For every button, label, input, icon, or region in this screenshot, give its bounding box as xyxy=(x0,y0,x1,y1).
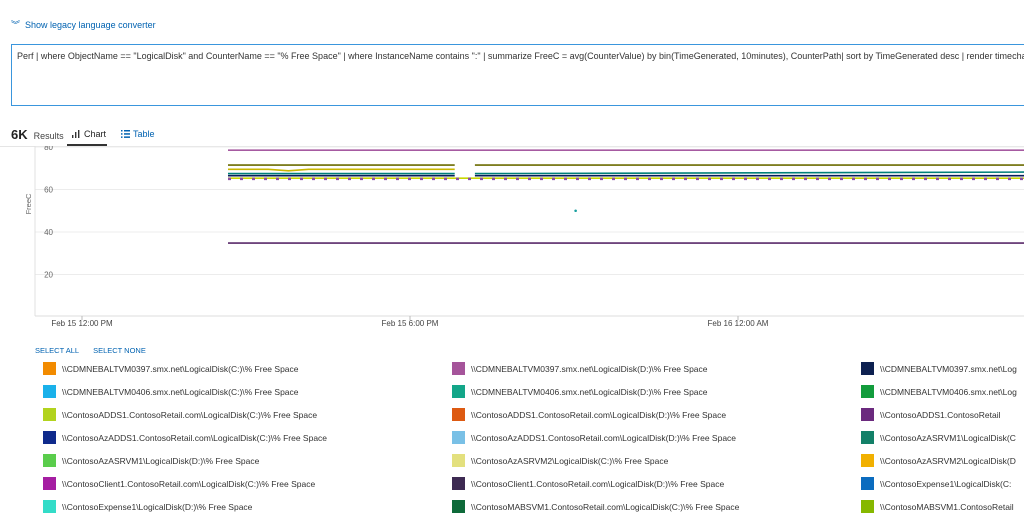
legend-label: \\ContosoMABSVM1.ContosoRetail.com\Logic… xyxy=(471,501,740,512)
y-tick-label: 40 xyxy=(44,228,53,237)
legend-swatch xyxy=(452,454,465,467)
select-all-link[interactable]: SELECT ALL xyxy=(35,346,80,355)
legend-item[interactable]: \\ContosoAzASRVM2\LogicalDisk(C:)\% Free… xyxy=(452,454,668,467)
legend-item[interactable]: \\ContosoAzADDS1.ContosoRetail.com\Logic… xyxy=(452,431,736,444)
legend-label: \\ContosoAzASRVM2\LogicalDisk(C:)\% Free… xyxy=(471,455,669,466)
legend-swatch xyxy=(861,362,874,375)
legend-label: \\ContosoAzASRVM1\LogicalDisk(C xyxy=(880,432,1016,443)
legend-item[interactable]: \\CDMNEBALTVM0406.smx.net\Log xyxy=(861,385,1017,398)
x-tick-label: Feb 15 6:00 PM xyxy=(382,319,439,328)
table-icon xyxy=(121,130,130,138)
legend-item[interactable]: \\CDMNEBALTVM0397.smx.net\Log xyxy=(861,362,1017,375)
legend-label: \\ContosoClient1.ContosoRetail.com\Logic… xyxy=(62,478,316,489)
legend-item[interactable]: \\ContosoADDS1.ContosoRetail.com\Logical… xyxy=(43,408,317,421)
tab-chart-label: Chart xyxy=(84,129,107,139)
legend-column: \\CDMNEBALTVM0397.smx.net\Log \\CDMNEBALT… xyxy=(861,360,1024,526)
legend-label: \\ContosoADDS1.ContosoRetail.com\Logical… xyxy=(471,409,727,420)
legend-item[interactable]: \\ContosoADDS1.ContosoRetail.com\Logical… xyxy=(452,408,726,421)
legend-column: \\CDMNEBALTVM0397.smx.net\LogicalDisk(C:… xyxy=(43,360,443,526)
legend-label: \\ContosoAzADDS1.ContosoRetail.com\Logic… xyxy=(471,432,737,443)
series-line xyxy=(228,168,455,172)
legend-label: \\ContosoADDS1.ContosoRetail xyxy=(880,409,1001,420)
legend-swatch xyxy=(43,454,56,467)
legend-swatch xyxy=(452,385,465,398)
y-tick-label: 20 xyxy=(44,271,53,280)
legend-label: \\CDMNEBALTVM0397.smx.net\Log xyxy=(880,363,1017,374)
legend-label: \\ContosoAzADDS1.ContosoRetail.com\Logic… xyxy=(62,432,328,443)
chart-legend: \\CDMNEBALTVM0397.smx.net\LogicalDisk(C:… xyxy=(0,360,1024,526)
legend-item[interactable]: \\ContosoClient1.ContosoRetail.com\Logic… xyxy=(452,477,724,490)
legend-swatch xyxy=(861,477,874,490)
tab-table-label: Table xyxy=(133,129,155,139)
legend-label: \\CDMNEBALTVM0406.smx.net\LogicalDisk(C:… xyxy=(62,386,299,397)
legend-swatch xyxy=(452,362,465,375)
tab-table[interactable]: Table xyxy=(121,129,155,139)
legend-item[interactable]: \\ContosoExpense1\LogicalDisk(D:)\% Free… xyxy=(43,500,252,513)
legacy-converter-toggle[interactable]: ︾ Show legacy language converter xyxy=(11,20,156,30)
legend-item[interactable]: \\ContosoAzASRVM1\LogicalDisk(D:)\% Free… xyxy=(43,454,259,467)
legend-item[interactable]: \\CDMNEBALTVM0406.smx.net\LogicalDisk(D:… xyxy=(452,385,708,398)
legend-item[interactable]: \\ContosoAzADDS1.ContosoRetail.com\Logic… xyxy=(43,431,327,444)
legend-swatch xyxy=(43,477,56,490)
legend-swatch xyxy=(43,362,56,375)
results-summary: 6K Results xyxy=(11,127,64,142)
legend-item[interactable]: \\ContosoADDS1.ContosoRetail xyxy=(861,408,1000,421)
results-label: Results xyxy=(33,131,64,141)
double-chevron-down-icon: ︾ xyxy=(11,19,21,30)
legend-swatch xyxy=(452,408,465,421)
legend-selection-links: SELECT ALL SELECT NONE xyxy=(35,346,146,355)
legend-column: \\CDMNEBALTVM0397.smx.net\LogicalDisk(D:… xyxy=(452,360,852,526)
legend-item[interactable]: \\ContosoAzASRVM2\LogicalDisk(D xyxy=(861,454,1016,467)
results-count: 6K xyxy=(11,127,28,142)
y-tick-label: 80 xyxy=(44,146,53,152)
legend-label: \\ContosoADDS1.ContosoRetail.com\Logical… xyxy=(62,409,318,420)
legend-label: \\ContosoMABSVM1.ContosoRetail xyxy=(880,501,1014,512)
legend-item[interactable]: \\ContosoMABSVM1.ContosoRetail.com\Logic… xyxy=(452,500,739,513)
chart-icon xyxy=(72,130,80,138)
select-none-link[interactable]: SELECT NONE xyxy=(93,346,146,355)
legend-swatch xyxy=(43,431,56,444)
x-tick-label: Feb 16 12:00 AM xyxy=(708,319,769,328)
legend-label: \\ContosoExpense1\LogicalDisk(C: xyxy=(880,478,1012,489)
legend-swatch xyxy=(43,500,56,513)
legend-swatch xyxy=(452,477,465,490)
legend-swatch xyxy=(861,408,874,421)
timechart: 20 40 60 80 FreeC Feb 15 12:00 PM Feb 15 6:00 … xyxy=(24,146,1024,328)
legend-swatch xyxy=(861,385,874,398)
y-axis-label: FreeC xyxy=(24,193,33,214)
legend-swatch xyxy=(452,431,465,444)
legend-label: \\ContosoExpense1\LogicalDisk(D:)\% Free… xyxy=(62,501,253,512)
series-point xyxy=(574,209,577,213)
active-tab-indicator xyxy=(67,144,107,146)
legend-swatch xyxy=(861,431,874,444)
legend-label: \\CDMNEBALTVM0406.smx.net\LogicalDisk(D:… xyxy=(471,386,708,397)
series-line xyxy=(474,171,1024,175)
legend-swatch xyxy=(43,385,56,398)
legacy-converter-label: Show legacy language converter xyxy=(25,20,156,30)
legend-label: \\CDMNEBALTVM0397.smx.net\LogicalDisk(C:… xyxy=(62,363,299,374)
legend-item[interactable]: \\ContosoExpense1\LogicalDisk(C: xyxy=(861,477,1011,490)
legend-item[interactable]: \\CDMNEBALTVM0397.smx.net\LogicalDisk(C:… xyxy=(43,362,299,375)
legend-item[interactable]: \\ContosoMABSVM1.ContosoRetail xyxy=(861,500,1014,513)
legend-item[interactable]: \\ContosoAzASRVM1\LogicalDisk(C xyxy=(861,431,1016,444)
legend-label: \\ContosoAzASRVM1\LogicalDisk(D:)\% Free… xyxy=(62,455,260,466)
legend-label: \\CDMNEBALTVM0397.smx.net\LogicalDisk(D:… xyxy=(471,363,708,374)
legend-label: \\ContosoAzASRVM2\LogicalDisk(D xyxy=(880,455,1016,466)
legend-swatch xyxy=(861,454,874,467)
legend-item[interactable]: \\CDMNEBALTVM0397.smx.net\LogicalDisk(D:… xyxy=(452,362,708,375)
legend-item[interactable]: \\CDMNEBALTVM0406.smx.net\LogicalDisk(C:… xyxy=(43,385,299,398)
legend-label: \\ContosoClient1.ContosoRetail.com\Logic… xyxy=(471,478,725,489)
query-editor[interactable]: Perf | where ObjectName == "LogicalDisk"… xyxy=(11,44,1024,106)
x-tick-label: Feb 15 12:00 PM xyxy=(51,319,113,328)
legend-swatch xyxy=(452,500,465,513)
legend-label: \\CDMNEBALTVM0406.smx.net\Log xyxy=(880,386,1017,397)
tab-chart[interactable]: Chart xyxy=(72,129,106,139)
legend-swatch xyxy=(861,500,874,513)
legend-swatch xyxy=(43,408,56,421)
legend-item[interactable]: \\ContosoClient1.ContosoRetail.com\Logic… xyxy=(43,477,315,490)
y-tick-label: 60 xyxy=(44,186,53,195)
